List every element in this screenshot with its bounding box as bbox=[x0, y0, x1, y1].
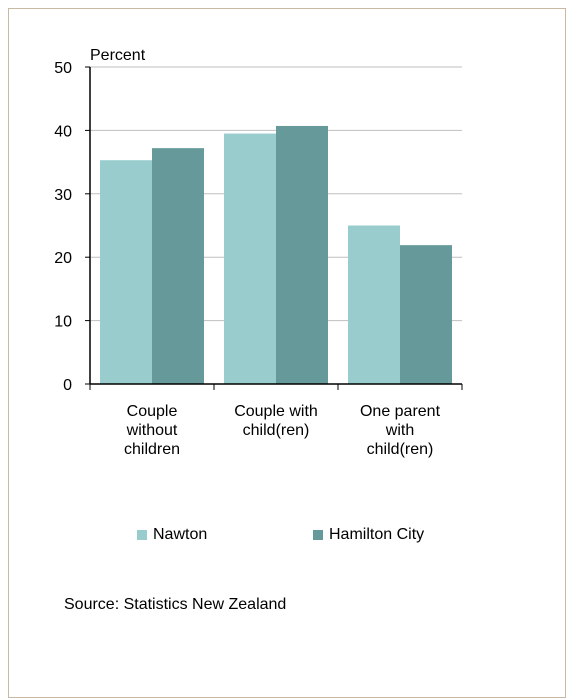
y-tick-label: 40 bbox=[54, 123, 72, 140]
x-tick-label: One parent with child(ren) bbox=[360, 403, 441, 458]
legend-swatch-hamilton-city bbox=[313, 530, 323, 540]
bar-hamilton-city-2 bbox=[400, 245, 452, 384]
legend-item-nawton: Nawton bbox=[137, 526, 207, 544]
bar-hamilton-city-1 bbox=[276, 125, 328, 384]
y-tick-label: 10 bbox=[54, 314, 72, 331]
y-tick-label: 50 bbox=[54, 60, 72, 77]
y-tick-label: 0 bbox=[63, 377, 72, 394]
axes: 0 10 20 30 40 50 Couple without children Couple w… bbox=[54, 60, 463, 458]
bar-hamilton-city-0 bbox=[152, 148, 204, 384]
bar-nawton-2 bbox=[348, 225, 400, 384]
legend: Nawton Hamilton City bbox=[0, 526, 568, 550]
bar-chart: 0 10 20 30 40 50 Couple without children Couple w… bbox=[54, 47, 463, 458]
x-tick-label: Couple with child(ren) bbox=[234, 403, 318, 439]
source-note: Source: Statistics New Zealand bbox=[64, 596, 287, 613]
bar-nawton-1 bbox=[224, 133, 276, 384]
bars bbox=[100, 125, 452, 384]
legend-swatch-nawton bbox=[137, 530, 147, 540]
legend-label-hamilton-city: Hamilton City bbox=[329, 526, 425, 543]
y-tick-label: 30 bbox=[54, 187, 72, 204]
y-tick-label: 20 bbox=[54, 250, 72, 267]
legend-item-hamilton-city: Hamilton City bbox=[313, 526, 424, 544]
y-axis-label: Percent bbox=[90, 47, 146, 64]
bar-nawton-0 bbox=[100, 160, 152, 384]
legend-label-nawton: Nawton bbox=[153, 526, 208, 543]
x-tick-label: Couple without children bbox=[124, 403, 180, 458]
